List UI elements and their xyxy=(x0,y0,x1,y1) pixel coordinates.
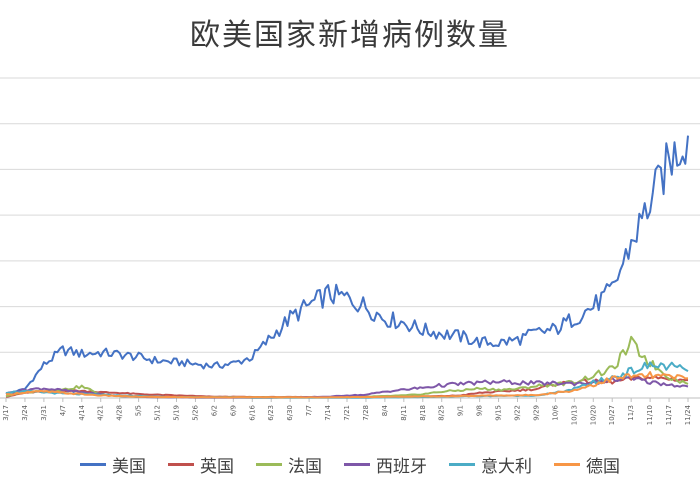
legend-label: 法国 xyxy=(288,457,322,477)
x-tick-label: 6/2 xyxy=(210,405,218,416)
x-tick-label: 5/5 xyxy=(135,405,143,416)
legend-label: 英国 xyxy=(200,457,234,477)
x-tick-label: 5/12 xyxy=(154,405,162,421)
legend-swatch xyxy=(168,463,194,466)
x-tick-label: 4/7 xyxy=(59,405,67,416)
legend-item: 法国 xyxy=(256,452,322,477)
x-tick-label: 5/19 xyxy=(173,405,181,421)
x-tick-label: 11/17 xyxy=(665,405,673,425)
legend-label: 西班牙 xyxy=(376,457,427,477)
legend-swatch xyxy=(344,463,370,466)
x-tick-label: 9/8 xyxy=(476,405,484,416)
x-tick-label: 10/20 xyxy=(589,405,597,425)
x-tick-label: 8/4 xyxy=(381,404,389,416)
x-tick-label: 10/27 xyxy=(608,405,616,425)
legend-label: 意大利 xyxy=(481,457,532,477)
x-tick-label: 6/23 xyxy=(267,405,275,421)
legend-item: 德国 xyxy=(554,452,620,477)
legend-swatch xyxy=(80,463,106,466)
series-line-5 xyxy=(5,371,689,399)
x-tick-label: 4/21 xyxy=(97,405,105,421)
x-tick-label: 3/31 xyxy=(40,405,48,421)
legend-item: 美国 xyxy=(80,452,146,477)
legend-swatch xyxy=(449,463,475,466)
legend-item: 英国 xyxy=(168,452,234,477)
x-tick-label: 7/28 xyxy=(362,405,370,421)
chart-title: 欧美国家新增病例数量 xyxy=(190,18,510,53)
x-tick-label: 8/18 xyxy=(419,405,427,421)
x-tick-label: 11/24 xyxy=(684,404,692,425)
x-tick-label: 8/11 xyxy=(400,405,408,421)
x-tick-label: 7/7 xyxy=(305,405,313,416)
x-tick-label: 6/30 xyxy=(286,405,294,421)
legend-item: 意大利 xyxy=(449,452,532,477)
x-tick-label: 10/6 xyxy=(551,404,559,420)
x-tick-label: 3/24 xyxy=(21,404,29,420)
x-tick-label: 9/1 xyxy=(457,405,465,416)
x-tick-label: 11/3 xyxy=(627,405,635,421)
x-tick-label: 3/17 xyxy=(2,405,10,421)
x-tick-label: 6/16 xyxy=(248,404,256,420)
legend-swatch xyxy=(256,463,282,466)
x-tick-label: 9/29 xyxy=(532,405,540,421)
x-tick-label: 8/25 xyxy=(438,405,446,421)
x-tick-label: 7/14 xyxy=(324,404,332,420)
legend-item: 西班牙 xyxy=(344,452,427,477)
x-tick-label: 4/14 xyxy=(78,404,86,420)
legend-label: 美国 xyxy=(112,457,146,477)
legend-label: 德国 xyxy=(586,457,620,477)
x-tick-label: 10/13 xyxy=(570,405,578,425)
chart-legend: 美国 英国 法国 西班牙 意大利 德国 xyxy=(0,452,700,477)
x-tick-label: 11/10 xyxy=(646,405,654,425)
legend-swatch xyxy=(554,463,580,466)
x-tick-label: 7/21 xyxy=(343,405,351,421)
x-tick-label: 9/15 xyxy=(495,405,503,421)
x-tick-label: 6/9 xyxy=(229,405,237,416)
x-tick-label: 5/26 xyxy=(191,404,199,420)
x-tick-label: 4/28 xyxy=(116,405,124,421)
x-tick-label: 9/22 xyxy=(514,405,522,421)
series-line-0 xyxy=(5,135,689,395)
